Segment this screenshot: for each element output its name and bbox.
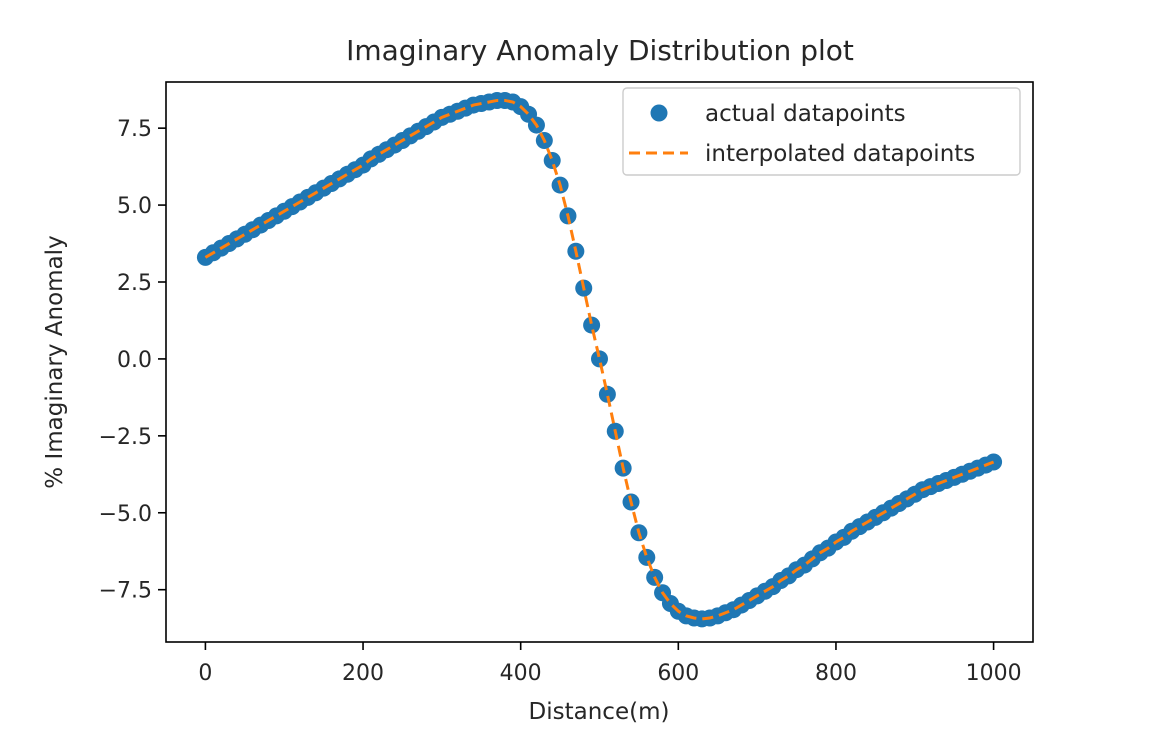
data-point xyxy=(591,350,608,368)
legend-box xyxy=(622,87,1021,176)
x-axis-label: Distance(m) xyxy=(529,699,670,725)
x-tick-label: 400 xyxy=(500,661,542,686)
data-point xyxy=(583,316,601,334)
y-axis-label: % Imaginary Anomaly xyxy=(42,235,68,488)
chart-title: Imaginary Anomaly Distribution plot xyxy=(346,34,854,67)
x-tick-label: 600 xyxy=(657,661,699,686)
x-axis: 0 200 400 600 800 1000 xyxy=(198,642,1022,686)
x-tick-label: 0 xyxy=(198,661,212,686)
legend: actual datapoints interpolated datapoint… xyxy=(622,87,1021,176)
x-tick-label: 800 xyxy=(815,661,857,686)
legend-marker-actual xyxy=(650,104,668,122)
y-tick-label: −5.0 xyxy=(99,502,152,527)
legend-label-actual: actual datapoints xyxy=(705,101,906,127)
legend-label-interpolated: interpolated datapoints xyxy=(705,141,975,167)
y-tick-label: 7.5 xyxy=(117,117,152,142)
y-tick-label: −7.5 xyxy=(99,579,152,604)
data-point xyxy=(638,548,656,566)
x-tick-label: 200 xyxy=(342,661,384,686)
x-tick-label: 1000 xyxy=(966,661,1022,686)
interpolated-line-layer xyxy=(204,98,995,621)
data-point xyxy=(543,151,561,169)
data-point xyxy=(598,385,616,403)
y-tick-label: 0.0 xyxy=(117,348,152,373)
y-axis: 7.5 5.0 2.5 0.0 −2.5 −5.0 −7.5 xyxy=(99,117,166,604)
interpolated-line xyxy=(204,98,995,621)
y-tick-label: 5.0 xyxy=(117,194,152,219)
y-tick-label: −2.5 xyxy=(99,425,152,450)
y-tick-label: 2.5 xyxy=(117,271,152,296)
